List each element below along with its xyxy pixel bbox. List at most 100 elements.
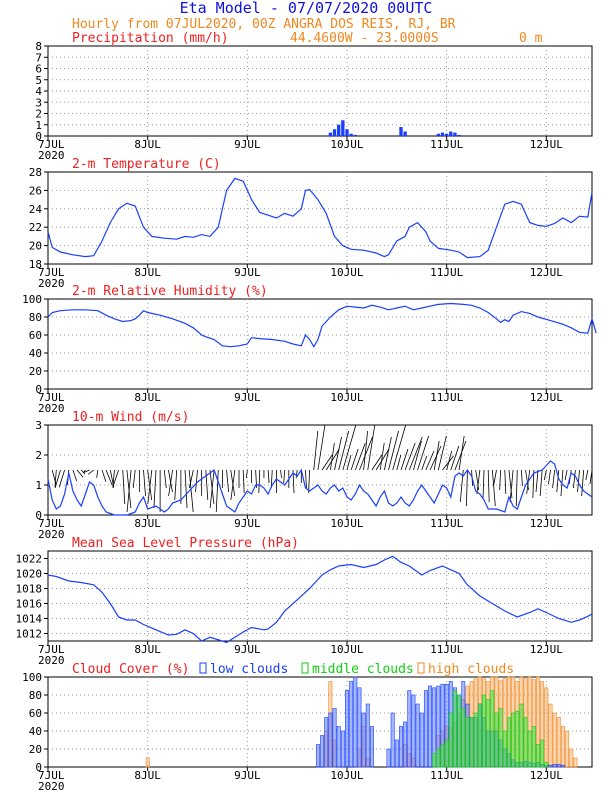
y-tick-label: 8 xyxy=(35,40,42,53)
cloud-bar-low-clouds xyxy=(328,712,333,768)
x-tick-label: 10JUL xyxy=(330,769,363,782)
y-tick-label: 60 xyxy=(29,329,42,342)
panel-3: 0 20 40 60 80 100 7JUL 8JUL 9JUL 10JUL 11JUL 12JUL 2… xyxy=(22,284,597,415)
x-year-label: 2020 xyxy=(38,528,65,541)
precip-bar xyxy=(453,132,457,136)
wind-vector xyxy=(54,469,61,489)
wind-vector xyxy=(54,469,57,487)
wind-vector xyxy=(350,448,359,471)
x-tick-label: 8JUL xyxy=(134,517,161,530)
wind-vector xyxy=(267,469,270,484)
precip-bar xyxy=(332,129,337,136)
wind-vector xyxy=(504,469,507,495)
cloud-bar-low-clouds xyxy=(320,735,325,768)
y-tick-label: 3 xyxy=(35,419,42,432)
x-tick-label: 12JUL xyxy=(530,266,563,279)
wind-vector xyxy=(454,440,467,471)
wind-vector xyxy=(379,442,385,471)
cloud-bar-low-clouds xyxy=(353,676,358,768)
wind-vector xyxy=(525,469,529,491)
wind-vector xyxy=(521,469,523,487)
precip-bar xyxy=(444,133,449,136)
cloud-bar-middle-clouds xyxy=(465,717,470,768)
model-title: Eta Model - 07/07/2020 00UTC xyxy=(180,0,433,17)
wind-vector xyxy=(163,469,167,489)
y-tick-label: 7 xyxy=(35,51,42,64)
cloud-bar-middle-clouds xyxy=(523,717,528,768)
cloud-bar-high-clouds xyxy=(548,703,553,768)
panel-frame xyxy=(47,550,593,642)
x-tick-label: 11JUL xyxy=(430,391,463,404)
x-tick-label: 8JUL xyxy=(134,138,161,151)
wind-vector xyxy=(375,448,390,471)
wind-vector xyxy=(280,469,282,479)
cloud-bar-low-clouds xyxy=(332,708,337,768)
wind-vector xyxy=(581,469,585,497)
precip-bar xyxy=(341,120,345,136)
panel-title: 2-m Relative Humidity (%) xyxy=(72,284,268,299)
x-tick-label: 9JUL xyxy=(234,769,261,782)
x-tick-label: 9JUL xyxy=(234,266,261,279)
cloud-bar-middle-clouds xyxy=(457,694,462,768)
wind-vector xyxy=(245,469,248,479)
y-tick-label: 26 xyxy=(29,184,42,197)
wind-vector xyxy=(83,469,90,473)
x-tick-label: 11JUL xyxy=(430,266,463,279)
x-year-label: 2020 xyxy=(38,780,65,792)
wind-vector xyxy=(295,469,298,479)
wind-vector xyxy=(308,469,311,494)
wind-vector xyxy=(58,469,65,488)
y-tick-label: 100 xyxy=(22,293,42,306)
x-tick-label: 10JUL xyxy=(330,391,363,404)
wind-vector xyxy=(413,440,422,471)
precip-bar xyxy=(449,131,453,136)
cloud-bar-middle-clouds xyxy=(506,717,511,768)
x-tick-label: 9JUL xyxy=(234,643,261,656)
cloud-bar-middle-clouds xyxy=(436,748,441,768)
precip-bar xyxy=(345,129,349,136)
wind-vector xyxy=(188,469,194,489)
wind-vector xyxy=(321,454,333,471)
panel-frame xyxy=(47,298,593,390)
cloud-bar-low-clouds xyxy=(386,748,391,768)
legend-swatch xyxy=(199,662,207,674)
wind-vector xyxy=(476,469,481,495)
wind-vector xyxy=(442,455,454,471)
wind-vector xyxy=(359,436,373,471)
wind-vector xyxy=(363,430,369,471)
precip-bar xyxy=(403,131,407,136)
wind-vector xyxy=(539,469,543,497)
wind-vector xyxy=(72,469,78,482)
wind-vector xyxy=(215,469,219,513)
wind-vector xyxy=(543,469,547,481)
wind-vector xyxy=(96,469,99,478)
run-subtitle: Hourly from 07JUL2020, 00Z ANGRA DOS REI… xyxy=(72,17,456,32)
y-tick-label: 0 xyxy=(35,509,42,522)
y-tick-label: 5 xyxy=(35,74,42,87)
wind-vector xyxy=(392,424,407,471)
cloud-bar-middle-clouds xyxy=(482,694,486,768)
wind-vector xyxy=(458,435,465,471)
wind-vector xyxy=(487,469,490,503)
wind-vector xyxy=(556,469,560,493)
x-tick-label: 7JUL xyxy=(38,138,65,151)
wind-vector xyxy=(338,430,350,471)
wind-vector xyxy=(499,469,502,491)
wind-vector xyxy=(508,469,513,499)
cloud-bar-middle-clouds xyxy=(502,730,507,768)
y-tick-label: 1022 xyxy=(16,553,43,566)
panel-title: 2-m Temperature (C) xyxy=(72,157,221,172)
wind-vector xyxy=(371,454,383,471)
precip-bar xyxy=(349,133,353,136)
cloud-bar-high-clouds xyxy=(145,757,150,768)
cloud-bar-low-clouds xyxy=(349,681,354,768)
x-tick-label: 8JUL xyxy=(134,643,161,656)
y-tick-label: 80 xyxy=(29,689,42,702)
cloud-bar-low-clouds xyxy=(324,717,329,768)
cloud-bar-middle-clouds xyxy=(477,703,482,768)
cloud-bar-middle-clouds xyxy=(536,744,540,768)
y-tick-label: 20 xyxy=(29,743,42,756)
wind-vector xyxy=(168,469,173,493)
wind-vector xyxy=(475,469,480,491)
cloud-bar-high-clouds xyxy=(544,687,549,768)
